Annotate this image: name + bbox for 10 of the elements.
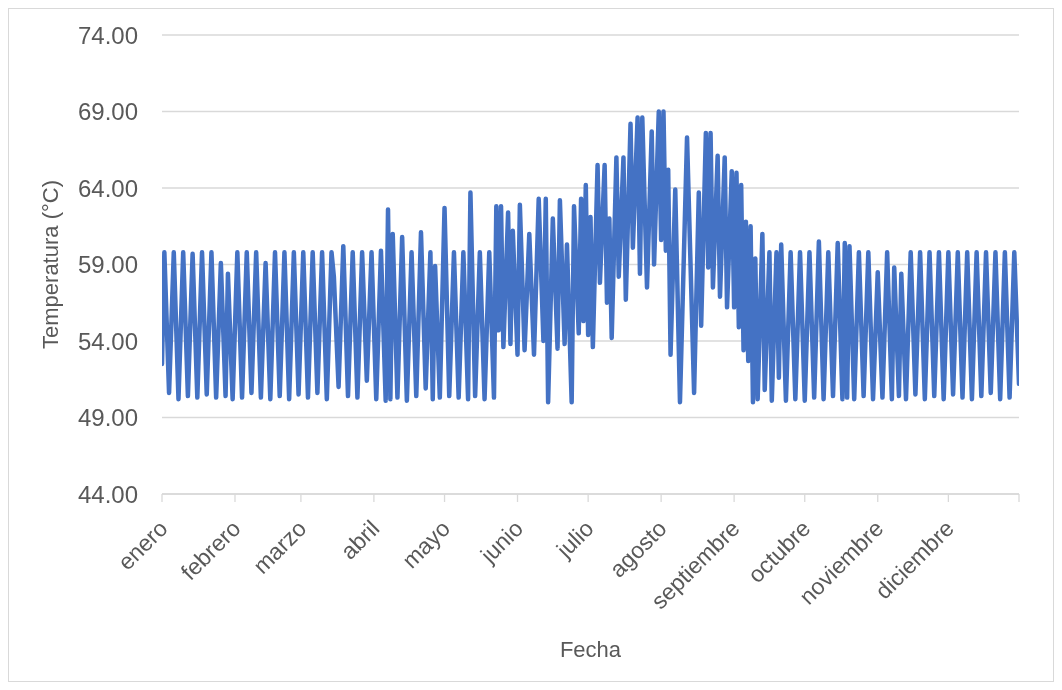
- y-tick-label: 59.00: [77, 251, 138, 279]
- y-tick-label: 54.00: [77, 327, 138, 355]
- y-axis-title: Temperatura (°C): [37, 180, 63, 349]
- x-tick-label: julio: [550, 515, 599, 564]
- y-tick-label: 44.00: [77, 480, 138, 508]
- y-tick-label: 74.00: [77, 21, 138, 49]
- y-tick-label: 64.00: [77, 174, 138, 202]
- x-axis-title: Fecha: [559, 637, 622, 662]
- y-tick-label: 49.00: [77, 404, 138, 432]
- y-tick-label: 69.00: [77, 98, 138, 126]
